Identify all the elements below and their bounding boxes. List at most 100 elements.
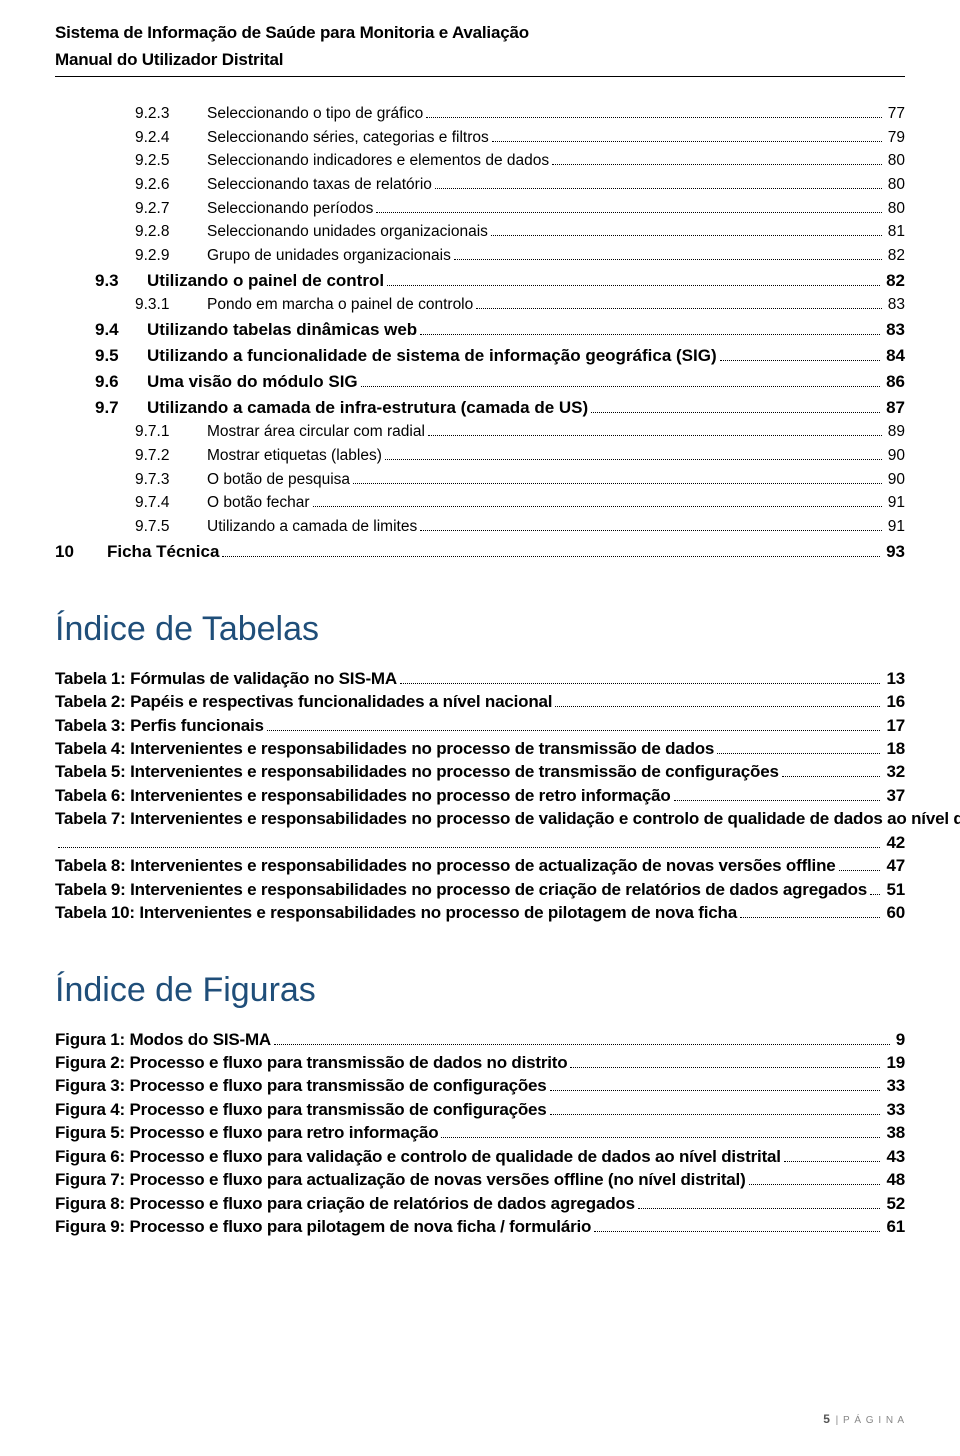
doc-header-line1: Sistema de Informação de Saúde para Moni…	[55, 22, 905, 45]
index-entry-page: 16	[883, 690, 905, 713]
toc-entry-number: 9.2.3	[135, 103, 207, 125]
index-entry-page: 19	[883, 1051, 905, 1074]
index-entry: Tabela 8: Intervenientes e responsabilid…	[55, 854, 905, 877]
index-entry-text: Tabela 3: Perfis funcionais	[55, 714, 264, 737]
toc-entry-text: Utilizando a camada de infra-estrutura (…	[147, 396, 588, 420]
index-leader-dots	[594, 1231, 880, 1232]
toc-entry-text: Uma visão do módulo SIG	[147, 370, 358, 394]
page-number: 5	[823, 1412, 830, 1426]
index-leader-dots	[58, 847, 880, 848]
toc-entry-number: 9.7	[95, 396, 147, 420]
index-entry-text: Figura 1: Modos do SIS-MA	[55, 1028, 271, 1051]
index-entry: Tabela 1: Fórmulas de validação no SIS-M…	[55, 667, 905, 690]
index-entry: Tabela 7: Intervenientes e responsabilid…	[55, 807, 905, 830]
toc-entry: 9.2.7Seleccionando períodos 80	[55, 198, 905, 220]
toc-leader-dots	[552, 164, 882, 165]
page-label: | P Á G I N A	[836, 1415, 905, 1426]
index-entry: Figura 8: Processo e fluxo para criação …	[55, 1192, 905, 1215]
toc-entry-number: 9.2.8	[135, 221, 207, 243]
index-entry-page: 32	[883, 760, 905, 783]
toc-entry-text: Mostrar área circular com radial	[207, 421, 425, 443]
toc-entry: 9.4Utilizando tabelas dinâmicas web83	[55, 318, 905, 342]
toc-container: 9.2.3Seleccionando o tipo de gráfico779.…	[55, 103, 905, 564]
toc-entry-page: 83	[883, 318, 905, 342]
toc-leader-dots	[387, 285, 880, 286]
toc-leader-dots	[420, 530, 882, 531]
index-leader-dots	[749, 1184, 881, 1185]
toc-entry-text: Seleccionando períodos	[207, 198, 373, 220]
toc-entry-number: 9.5	[95, 344, 147, 368]
index-entry-page: 51	[883, 878, 905, 901]
index-entry: Figura 1: Modos do SIS-MA9	[55, 1028, 905, 1051]
toc-entry-text: Seleccionando taxas de relatório	[207, 174, 432, 196]
index-entry: Figura 3: Processo e fluxo para transmis…	[55, 1074, 905, 1097]
index-entry-text: Figura 5: Processo e fluxo para retro in…	[55, 1121, 438, 1144]
index-leader-dots	[839, 870, 881, 871]
toc-entry: 9.7.5Utilizando a camada de limites91	[55, 516, 905, 538]
index-leader-dots	[555, 706, 880, 707]
toc-entry-page: 93	[883, 540, 905, 564]
toc-entry-number: 9.3	[95, 269, 147, 293]
toc-entry-page: 79	[885, 127, 905, 149]
tables-index-heading: Índice de Tabelas	[55, 610, 905, 649]
index-leader-dots	[441, 1137, 880, 1138]
index-leader-dots	[674, 800, 881, 801]
toc-entry-page: 87	[883, 396, 905, 420]
index-entry: Figura 5: Processo e fluxo para retro in…	[55, 1121, 905, 1144]
toc-entry-number: 9.2.7	[135, 198, 207, 220]
toc-entry-page: 80	[885, 198, 905, 220]
toc-entry-text: Seleccionando unidades organizacionais	[207, 221, 488, 243]
index-entry-page: 38	[883, 1121, 905, 1144]
toc-leader-dots	[313, 506, 882, 507]
tables-container: Tabela 1: Fórmulas de validação no SIS-M…	[55, 667, 905, 925]
index-entry-text: Figura 6: Processo e fluxo para validaçã…	[55, 1145, 781, 1168]
toc-entry-page: 89	[885, 421, 905, 443]
index-entry-text: Figura 9: Processo e fluxo para pilotage…	[55, 1215, 591, 1238]
toc-entry-text: O botão de pesquisa	[207, 469, 350, 491]
toc-entry-text: O botão fechar	[207, 492, 310, 514]
toc-entry-number: 9.4	[95, 318, 147, 342]
index-entry-text: Figura 3: Processo e fluxo para transmis…	[55, 1074, 547, 1097]
toc-entry-page: 82	[885, 245, 905, 267]
toc-entry-number: 10	[55, 540, 107, 564]
index-entry-page: 33	[883, 1074, 905, 1097]
index-entry-text: Tabela 7: Intervenientes e responsabilid…	[55, 807, 960, 830]
toc-leader-dots	[222, 556, 880, 557]
index-entry-page: 33	[883, 1098, 905, 1121]
toc-entry-number: 9.3.1	[135, 294, 207, 316]
toc-entry: 10Ficha Técnica 93	[55, 540, 905, 564]
toc-entry-text: Mostrar etiquetas (lables)	[207, 445, 382, 467]
toc-leader-dots	[491, 235, 882, 236]
index-leader-dots	[550, 1090, 881, 1091]
index-entry-page: 61	[883, 1215, 905, 1238]
index-entry: Figura 4: Processo e fluxo para transmis…	[55, 1098, 905, 1121]
index-entry-page: 18	[883, 737, 905, 760]
index-entry-text: Figura 2: Processo e fluxo para transmis…	[55, 1051, 567, 1074]
index-entry-text: Tabela 6: Intervenientes e responsabilid…	[55, 784, 671, 807]
index-entry-text: Figura 7: Processo e fluxo para actualiz…	[55, 1168, 746, 1191]
index-entry-text: Tabela 9: Intervenientes e responsabilid…	[55, 878, 867, 901]
toc-entry: 9.2.9Grupo de unidades organizacionais82	[55, 245, 905, 267]
toc-entry-number: 9.7.1	[135, 421, 207, 443]
index-entry: Figura 6: Processo e fluxo para validaçã…	[55, 1145, 905, 1168]
toc-entry-page: 91	[885, 492, 905, 514]
index-leader-dots	[717, 753, 880, 754]
toc-entry-page: 77	[885, 103, 905, 125]
index-entry-text: Tabela 1: Fórmulas de validação no SIS-M…	[55, 667, 397, 690]
toc-entry: 9.7.2Mostrar etiquetas (lables)90	[55, 445, 905, 467]
toc-entry: 9.7.3O botão de pesquisa90	[55, 469, 905, 491]
index-entry-page: 43	[883, 1145, 905, 1168]
index-entry-text: Tabela 4: Intervenientes e responsabilid…	[55, 737, 714, 760]
index-leader-dots	[400, 683, 881, 684]
toc-entry-text: Seleccionando séries, categorias e filtr…	[207, 127, 489, 149]
toc-entry: 9.2.3Seleccionando o tipo de gráfico 77	[55, 103, 905, 125]
toc-leader-dots	[353, 483, 882, 484]
index-leader-dots	[550, 1114, 881, 1115]
toc-entry-page: 80	[885, 174, 905, 196]
toc-entry-text: Grupo de unidades organizacionais	[207, 245, 451, 267]
toc-entry-number: 9.7.4	[135, 492, 207, 514]
toc-entry-page: 84	[883, 344, 905, 368]
toc-entry-text: Ficha Técnica	[107, 540, 219, 564]
index-leader-dots	[870, 894, 880, 895]
toc-entry-text: Seleccionando o tipo de gráfico	[207, 103, 423, 125]
